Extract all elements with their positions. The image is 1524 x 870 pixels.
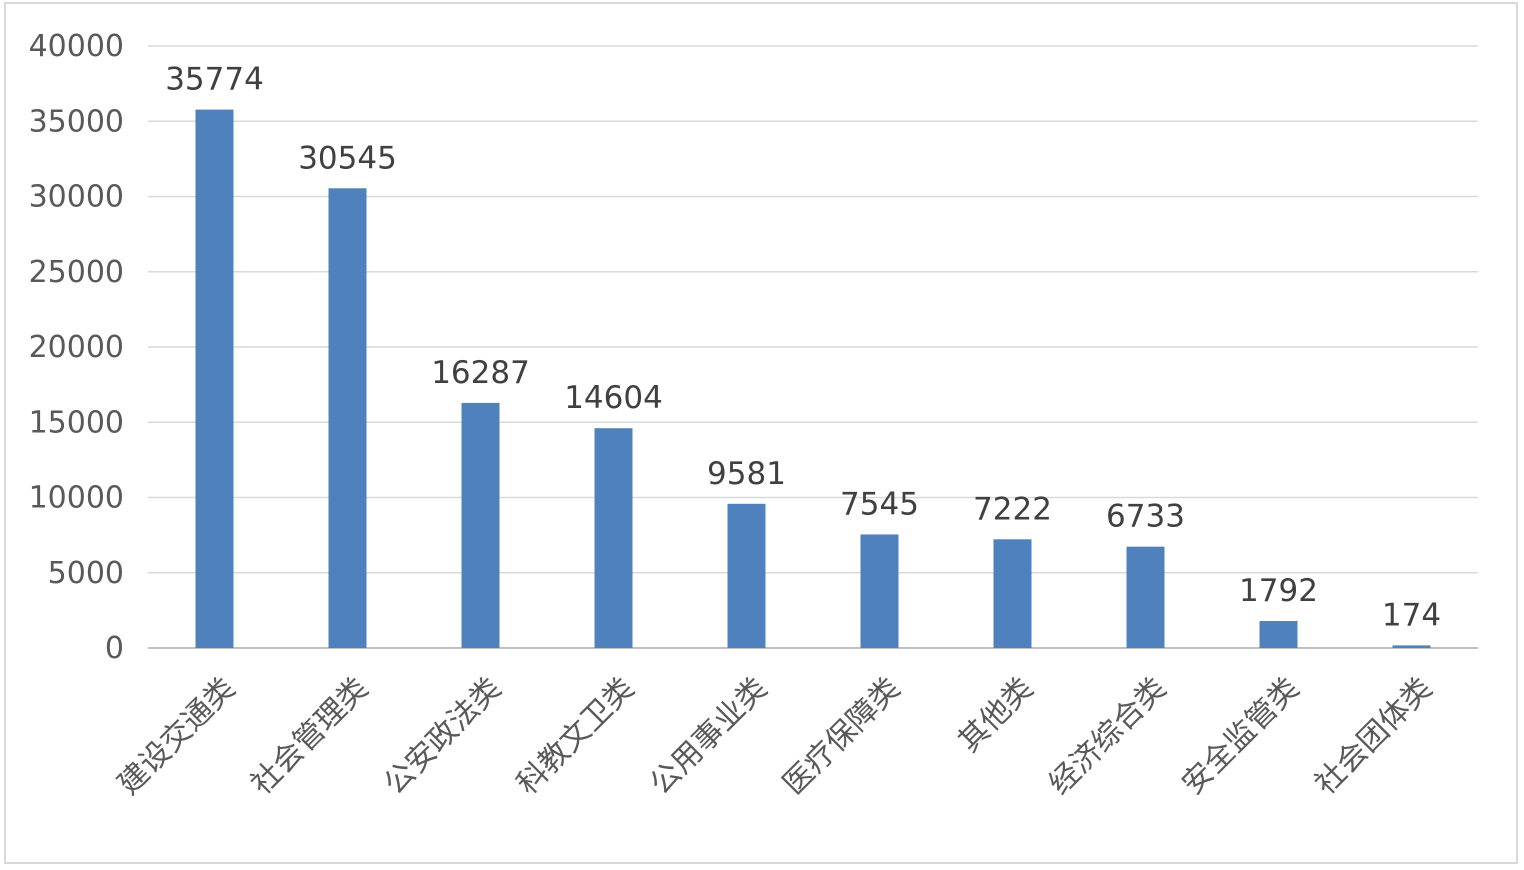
bar xyxy=(1126,546,1165,648)
gridlines xyxy=(148,45,1478,649)
x-category-label: 安全监管类 xyxy=(1175,671,1306,802)
y-tick-label: 35000 xyxy=(29,104,124,139)
y-tick-label: 10000 xyxy=(29,481,124,516)
data-label: 6733 xyxy=(1106,499,1185,535)
data-label: 9581 xyxy=(707,456,786,492)
bar xyxy=(195,109,234,648)
x-category-label: 科教文卫类 xyxy=(510,671,641,802)
bar xyxy=(461,402,500,648)
bar xyxy=(727,503,766,648)
bar xyxy=(594,428,633,648)
x-category-label: 其他类 xyxy=(952,671,1040,759)
chart-frame xyxy=(4,2,1518,864)
data-label: 7222 xyxy=(973,491,1052,527)
bar xyxy=(328,188,367,649)
x-category-label: 建设交通类 xyxy=(111,671,242,802)
data-label: 14604 xyxy=(564,380,663,416)
data-label: 7545 xyxy=(840,486,919,522)
bars xyxy=(195,109,1431,649)
bar xyxy=(1259,621,1298,648)
bar xyxy=(993,539,1032,648)
y-tick-label: 15000 xyxy=(29,405,124,440)
y-axis-ticks: 0 5000 10000 15000 20000 25000 30000 35000 40000 xyxy=(29,29,124,666)
y-tick-label: 0 xyxy=(105,631,124,666)
x-category-label: 社会管理类 xyxy=(244,671,375,802)
y-tick-label: 40000 xyxy=(29,29,124,64)
x-category-label: 经济综合类 xyxy=(1042,671,1173,802)
data-labels: 35774 30545 16287 14604 9581 7545 7222 6733 1792… xyxy=(165,62,1441,634)
x-category-label: 医疗保障类 xyxy=(776,671,907,802)
data-label: 1792 xyxy=(1239,573,1318,609)
data-label: 30545 xyxy=(298,140,397,176)
x-category-label: 社会团体类 xyxy=(1308,671,1439,802)
bar xyxy=(1392,645,1431,648)
y-tick-label: 5000 xyxy=(48,556,124,591)
bar xyxy=(860,534,899,648)
y-tick-label: 25000 xyxy=(29,255,124,290)
category-labels: 建设交通类 社会管理类 公安政法类 科教文卫类 公用事业类 医疗保障类 其他类 经济综合类 安全… xyxy=(111,671,1439,802)
data-label: 16287 xyxy=(431,355,530,391)
y-tick-label: 20000 xyxy=(29,330,124,365)
data-label: 35774 xyxy=(165,62,264,98)
data-label: 174 xyxy=(1382,597,1441,633)
x-category-label: 公安政法类 xyxy=(377,671,508,802)
y-tick-label: 30000 xyxy=(29,180,124,215)
x-category-label: 公用事业类 xyxy=(643,671,774,802)
